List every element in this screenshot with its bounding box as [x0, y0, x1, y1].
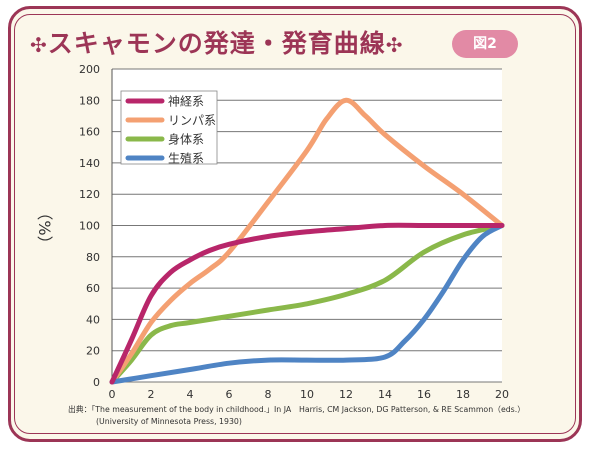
series-line-3	[109, 223, 505, 385]
x-tick-label: 0	[109, 388, 116, 401]
y-tick-label: 20	[86, 345, 100, 358]
x-tick-label: 8	[265, 388, 272, 401]
y-tick-label: 0	[93, 376, 100, 389]
chart-title: ✣スキャモンの発達・発育曲線✣	[30, 24, 404, 64]
y-tick-label: 60	[86, 282, 100, 295]
series-lines	[109, 97, 505, 385]
legend-label-2: 身体系	[168, 132, 204, 147]
x-tick-label: 4	[187, 388, 194, 401]
x-tick-label: 14	[378, 388, 392, 401]
legend-box	[120, 90, 218, 165]
legend-label-1: リンパ系	[168, 114, 216, 128]
y-tick-label: 80	[86, 251, 100, 264]
legend-label-0: 神経系	[168, 95, 204, 109]
title-decoration-right: ✣	[385, 33, 404, 57]
figure-badge: 図2	[452, 30, 518, 58]
source-line-1: 出典：「The measurement of the body in child…	[68, 405, 526, 414]
x-tick-labels: 0 2 4 6 8 10 12 14 16 18 20	[109, 388, 510, 401]
y-tick-label: 40	[86, 313, 100, 326]
series-line-1	[109, 97, 505, 385]
x-tick-label: 16	[417, 388, 431, 401]
source-line-2: (University of Minnesota Press, 1930)	[96, 417, 242, 426]
series-line-2	[109, 223, 505, 385]
x-tick-label: 6	[226, 388, 233, 401]
source-citation: 出典：「The measurement of the body in child…	[68, 404, 525, 428]
chart-frame-inner	[14, 14, 576, 434]
y-tick-label: 200	[79, 63, 100, 76]
y-tick-label: 180	[79, 94, 100, 107]
x-tick-label: 20	[495, 388, 509, 401]
y-tick-labels: 0 20 40 60 80 100 120 140 160 180 200	[79, 63, 100, 389]
y-tick-label: 160	[79, 126, 100, 139]
y-tick-label: 140	[79, 157, 100, 170]
x-tick-label: 12	[339, 388, 353, 401]
x-tick-label: 10	[300, 388, 314, 401]
y-tick-label: 100	[79, 220, 100, 233]
series-line-0	[109, 222, 505, 385]
title-decoration-left: ✣	[30, 33, 48, 57]
x-tick-label: 18	[456, 388, 470, 401]
x-tick-label: 2	[148, 388, 155, 401]
y-tick-label: 120	[79, 188, 100, 201]
chart-title-text: スキャモンの発達・発育曲線	[47, 29, 386, 58]
legend-label-3: 生殖系	[168, 151, 204, 166]
